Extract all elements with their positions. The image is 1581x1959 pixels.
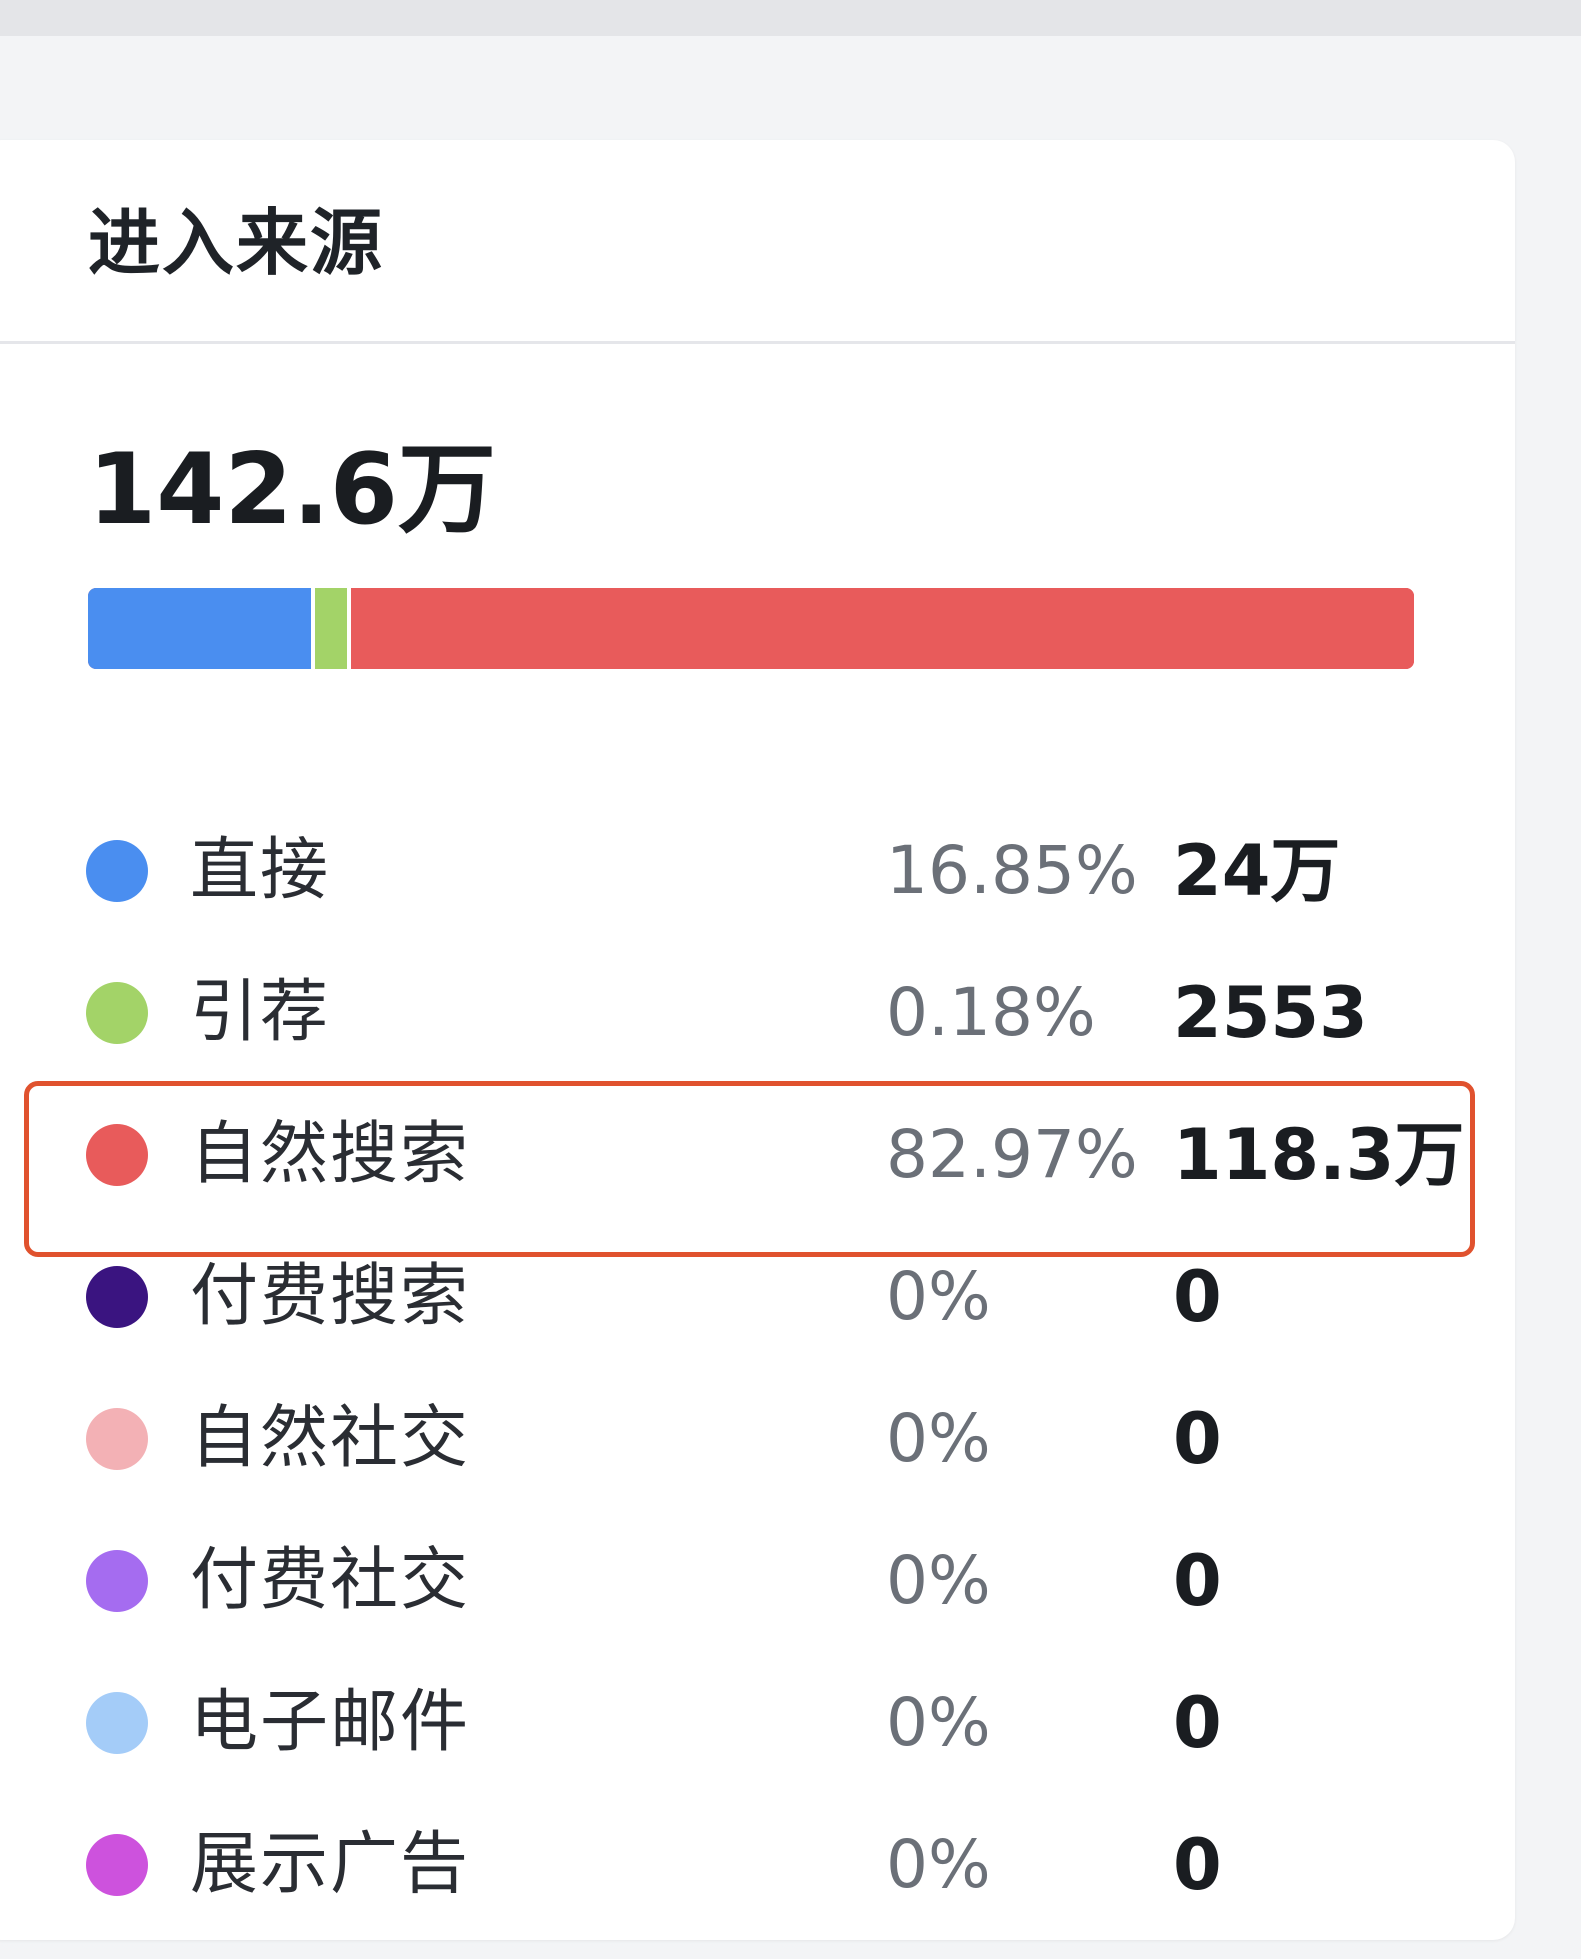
source-percent: 0% [886,1400,991,1477]
source-percent: 0% [886,1826,991,1903]
legend-dot [86,982,148,1044]
source-list: 直接 16.85% 24万 引荐 0.18% 2553 自然搜索 82.97% … [0,800,1515,1936]
source-percent: 0% [886,1684,991,1761]
source-value: 0 [1173,1256,1222,1338]
card-title: 进入来源 [88,201,385,285]
source-value: 0 [1173,1540,1222,1622]
legend-dot [86,1124,148,1186]
legend-dot [86,1408,148,1470]
source-row-display-ads[interactable]: 展示广告 0% 0 [0,1794,1515,1936]
source-share-bar [88,588,1414,669]
source-row-paid-social[interactable]: 付费社交 0% 0 [0,1510,1515,1652]
source-name: 自然社交 [190,1399,471,1478]
legend-dot [86,1834,148,1896]
source-value: 118.3万 [1173,1114,1465,1196]
top-toolbar-strip [0,0,1581,36]
source-row-organic-search[interactable]: 自然搜索 82.97% 118.3万 [0,1081,1515,1257]
source-row-paid-search[interactable]: 付费搜索 0% 0 [0,1226,1515,1368]
source-row-email[interactable]: 电子邮件 0% 0 [0,1652,1515,1794]
source-percent: 0% [886,1542,991,1619]
source-name: 直接 [190,831,331,910]
card-header: 进入来源 [0,140,1515,344]
total-visits: 142.6万 [88,433,496,547]
source-value: 0 [1173,1682,1222,1764]
traffic-sources-card: 进入来源 142.6万 直接 16.85% 24万 引荐 0.18% 2553 … [0,140,1515,1940]
legend-dot [86,1692,148,1754]
share-bar-segment-referral [311,588,348,669]
source-value: 0 [1173,1398,1222,1480]
source-percent: 0.18% [886,974,1096,1051]
legend-dot [86,1550,148,1612]
source-name: 付费社交 [190,1541,471,1620]
source-name: 自然搜索 [190,1115,471,1194]
share-bar-segment-direct [88,588,312,669]
source-value: 0 [1173,1824,1222,1906]
source-row-referral[interactable]: 引荐 0.18% 2553 [0,942,1515,1084]
source-name: 引荐 [190,973,331,1052]
source-value: 24万 [1173,830,1341,912]
source-name: 展示广告 [190,1825,471,1904]
share-bar-segment-organic-search [347,588,1414,669]
source-value: 2553 [1173,972,1368,1054]
source-name: 电子邮件 [190,1683,471,1762]
source-percent: 82.97% [886,1116,1138,1193]
legend-dot [86,840,148,902]
legend-dot [86,1266,148,1328]
source-name: 付费搜索 [190,1257,471,1336]
source-percent: 0% [886,1258,991,1335]
source-row-direct[interactable]: 直接 16.85% 24万 [0,800,1515,942]
source-row-organic-social[interactable]: 自然社交 0% 0 [0,1368,1515,1510]
source-percent: 16.85% [886,832,1138,909]
